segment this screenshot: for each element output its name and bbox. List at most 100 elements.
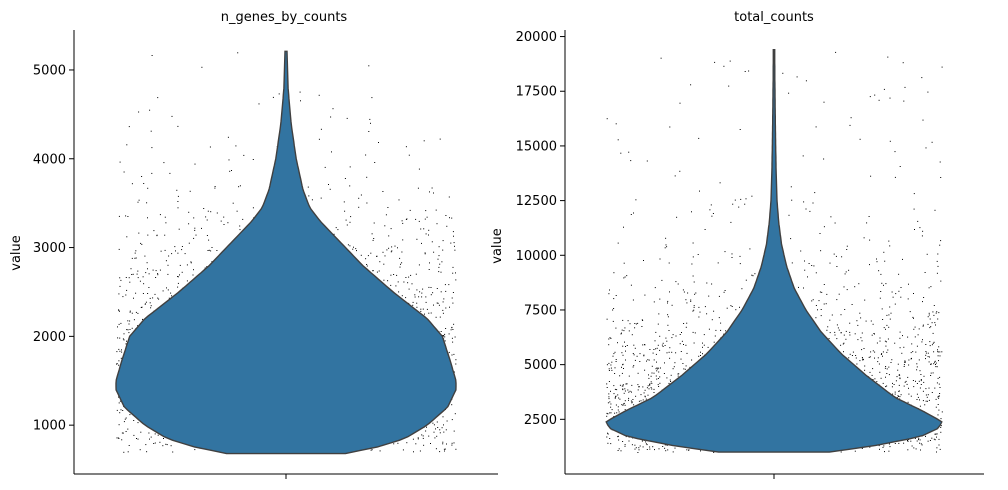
strip-point [653, 392, 655, 393]
strip-point [933, 438, 935, 440]
strip-point [610, 367, 612, 369]
strip-point [624, 276, 626, 278]
strip-point [390, 284, 392, 286]
strip-point [617, 409, 619, 411]
strip-point [358, 197, 360, 199]
strip-point [366, 176, 368, 178]
strip-point [685, 344, 687, 346]
strip-point [885, 376, 886, 378]
strip-point [899, 347, 901, 349]
strip-point [623, 392, 625, 394]
strip-point [926, 400, 928, 402]
y-tick-label: 12500 [516, 194, 557, 209]
strip-point [622, 384, 624, 386]
strip-point [878, 99, 880, 101]
strip-point [927, 352, 929, 354]
strip-point [174, 246, 176, 248]
strip-point [886, 351, 888, 353]
strip-point [448, 196, 450, 198]
strip-point [935, 364, 936, 365]
strip-point [149, 297, 151, 299]
strip-point [628, 375, 630, 377]
strip-point [209, 146, 211, 148]
strip-point [433, 304, 434, 306]
strip-point [177, 207, 179, 209]
strip-point [675, 335, 677, 337]
strip-point [883, 327, 885, 329]
strip-point [874, 378, 876, 380]
strip-point [927, 316, 929, 318]
strip-point [118, 424, 120, 426]
strip-point [140, 242, 142, 244]
strip-point [346, 224, 348, 226]
strip-point [614, 412, 616, 414]
strip-point [915, 351, 917, 353]
strip-point [179, 274, 180, 276]
strip-point [877, 361, 879, 363]
strip-point [646, 387, 648, 389]
strip-point [608, 362, 610, 364]
strip-point [925, 394, 927, 396]
strip-point [910, 358, 912, 360]
strip-point [426, 308, 428, 310]
strip-point [688, 449, 689, 451]
strip-point [668, 330, 670, 331]
strip-point [378, 270, 380, 272]
strip-point [674, 175, 676, 177]
strip-point [654, 449, 655, 451]
strip-point [683, 291, 685, 293]
strip-point [127, 320, 129, 322]
strip-point [690, 300, 692, 302]
strip-point [129, 281, 131, 283]
strip-point [700, 355, 701, 356]
strip-point [925, 147, 927, 149]
strip-point [936, 382, 938, 384]
strip-point [914, 336, 916, 338]
strip-point [668, 382, 670, 384]
strip-point [863, 237, 865, 239]
strip-point [648, 374, 649, 376]
strip-point [836, 324, 838, 326]
y-tick-label: 20000 [516, 30, 557, 45]
strip-point [165, 260, 167, 262]
strip-point [426, 216, 428, 218]
strip-point [622, 404, 624, 406]
strip-point [611, 369, 613, 371]
strip-point [612, 355, 614, 357]
strip-point [907, 401, 909, 403]
strip-point [917, 334, 919, 336]
strip-point [935, 433, 937, 435]
strip-point [651, 365, 653, 367]
strip-point [131, 327, 133, 329]
strip-point [934, 360, 936, 362]
strip-point [388, 235, 390, 237]
strip-point [451, 442, 453, 444]
strip-point [151, 147, 153, 149]
strip-point [940, 280, 942, 282]
strip-point [872, 350, 874, 352]
strip-point [228, 159, 230, 161]
strip-point [878, 445, 880, 447]
strip-point [454, 245, 455, 247]
strip-point [830, 216, 832, 218]
strip-point [439, 432, 441, 434]
strip-point [694, 293, 696, 295]
strip-point [660, 57, 662, 59]
strip-point [164, 216, 166, 218]
strip-point [913, 193, 915, 195]
strip-point [436, 302, 438, 304]
strip-point [118, 323, 120, 325]
strip-point [885, 366, 887, 367]
strip-point [898, 442, 900, 444]
strip-point [397, 247, 398, 249]
strip-point [422, 435, 424, 437]
strip-point [393, 443, 395, 445]
strip-point [625, 346, 626, 347]
strip-point [790, 238, 792, 240]
strip-point [346, 117, 348, 119]
strip-point [854, 286, 856, 288]
strip-point [856, 363, 858, 365]
strip-point [445, 307, 447, 309]
strip-point [915, 448, 917, 450]
